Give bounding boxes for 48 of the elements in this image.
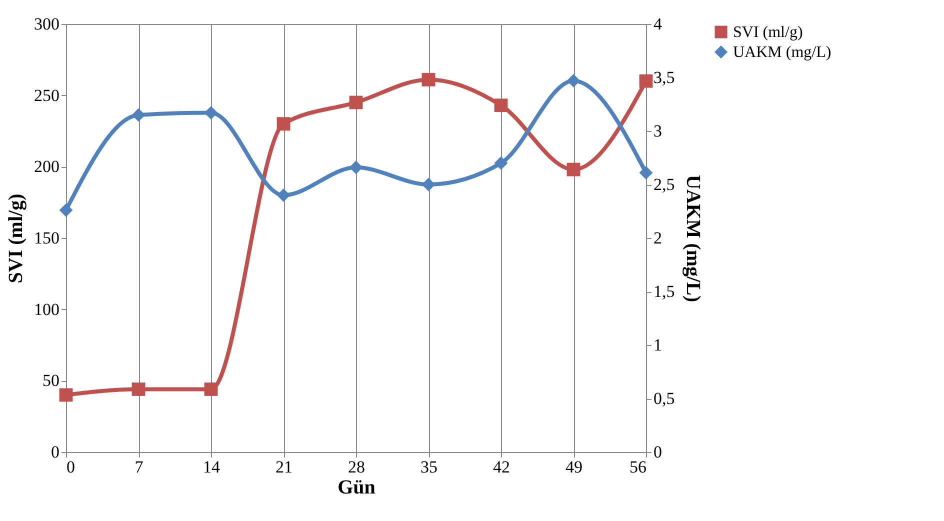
legend-label: UAKM (mg/L)	[733, 44, 832, 61]
y2-axis-title: UAKM (mg/L)	[682, 174, 704, 302]
x-tick-label: 56	[630, 458, 646, 476]
point	[566, 74, 580, 88]
y-tick-label: 150	[34, 228, 60, 248]
y2-tick-label: 1,5	[654, 282, 675, 301]
y2-tick-label: 3,5	[654, 68, 675, 87]
y-axis-title: SVI (ml/g)	[5, 194, 27, 284]
point	[566, 162, 580, 176]
y-tick-label: 50	[42, 371, 60, 390]
y2-tick-label: 0,5	[654, 389, 675, 408]
x-tick-label: 21	[276, 458, 292, 476]
point	[276, 117, 290, 131]
y2-tick-label: 4	[654, 14, 662, 34]
point	[59, 388, 73, 402]
y-tick-label: 250	[34, 86, 60, 105]
y2-tick-label: 2,5	[654, 175, 675, 194]
point	[59, 203, 73, 217]
point	[422, 72, 436, 86]
x-tick-label: 35	[420, 458, 438, 476]
y2-tick-label: 2	[654, 228, 662, 248]
y-tick-label: 200	[34, 157, 60, 176]
y-tick-label: 100	[34, 300, 60, 319]
legend-label: SVI (ml/g)	[733, 24, 803, 41]
point	[204, 382, 218, 396]
point	[132, 108, 146, 122]
point	[204, 106, 218, 120]
y-tick-label: 0	[51, 442, 60, 462]
point	[422, 178, 436, 192]
x-tick-label: 28	[348, 458, 365, 476]
x-axis-title: Gün	[338, 476, 376, 498]
x-tick-label: 0	[66, 458, 75, 476]
point	[276, 188, 290, 202]
point	[349, 160, 363, 174]
point	[132, 382, 146, 396]
x-tick-label: 49	[566, 458, 582, 476]
x-tick-label: 14	[203, 458, 220, 476]
point	[349, 96, 363, 110]
point	[494, 98, 508, 112]
x-tick-label: 42	[493, 458, 510, 476]
y-tick-label: 300	[34, 14, 60, 34]
x-tick-label: 7	[134, 458, 144, 476]
point	[639, 166, 653, 180]
point	[639, 74, 653, 88]
y2-tick-label: 1	[654, 336, 662, 354]
point	[494, 156, 508, 170]
y2-tick-label: 3	[654, 122, 662, 140]
y2-tick-label: 0	[654, 442, 662, 462]
